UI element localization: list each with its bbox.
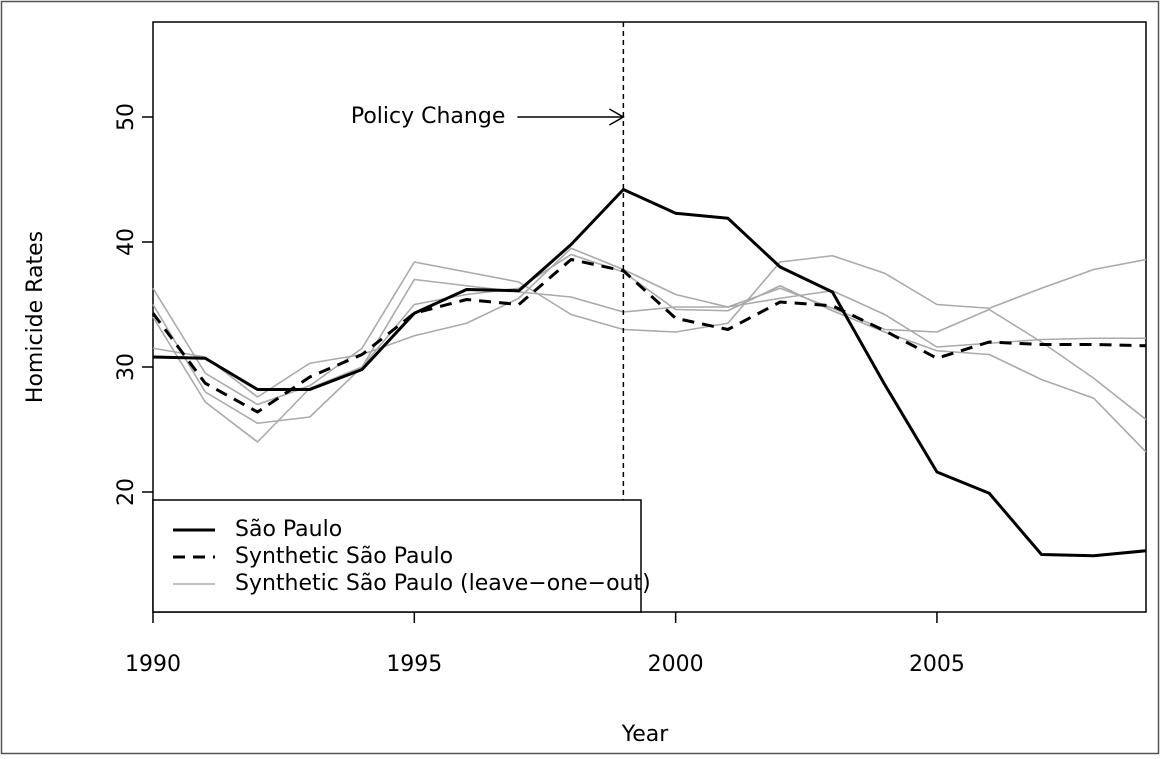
legend-label: Synthetic São Paulo	[235, 544, 453, 569]
x-tick-label: 2005	[909, 652, 965, 677]
y-tick-label: 40	[114, 228, 139, 256]
y-tick-label: 50	[114, 103, 139, 131]
legend-label: Synthetic São Paulo (leave−one−out)	[235, 571, 651, 596]
y-tick-label: 30	[114, 353, 139, 381]
legend-box	[152, 499, 642, 613]
arrow-head	[608, 108, 625, 126]
x-tick-label: 2000	[648, 652, 704, 677]
x-axis-label: Year	[621, 722, 670, 747]
y-axis-label: Homicide Rates	[23, 231, 48, 403]
series-line	[151, 258, 1147, 414]
y-tick-label: 20	[114, 478, 139, 506]
annotation: Policy Change	[351, 104, 506, 129]
x-tick-label: 1995	[386, 652, 442, 677]
series-line	[152, 254, 1147, 406]
x-tick-label: 1990	[125, 652, 181, 677]
legend-label: São Paulo	[235, 517, 342, 542]
series-line	[152, 253, 1147, 453]
series-line	[152, 188, 1147, 558]
series-line	[152, 247, 1146, 398]
